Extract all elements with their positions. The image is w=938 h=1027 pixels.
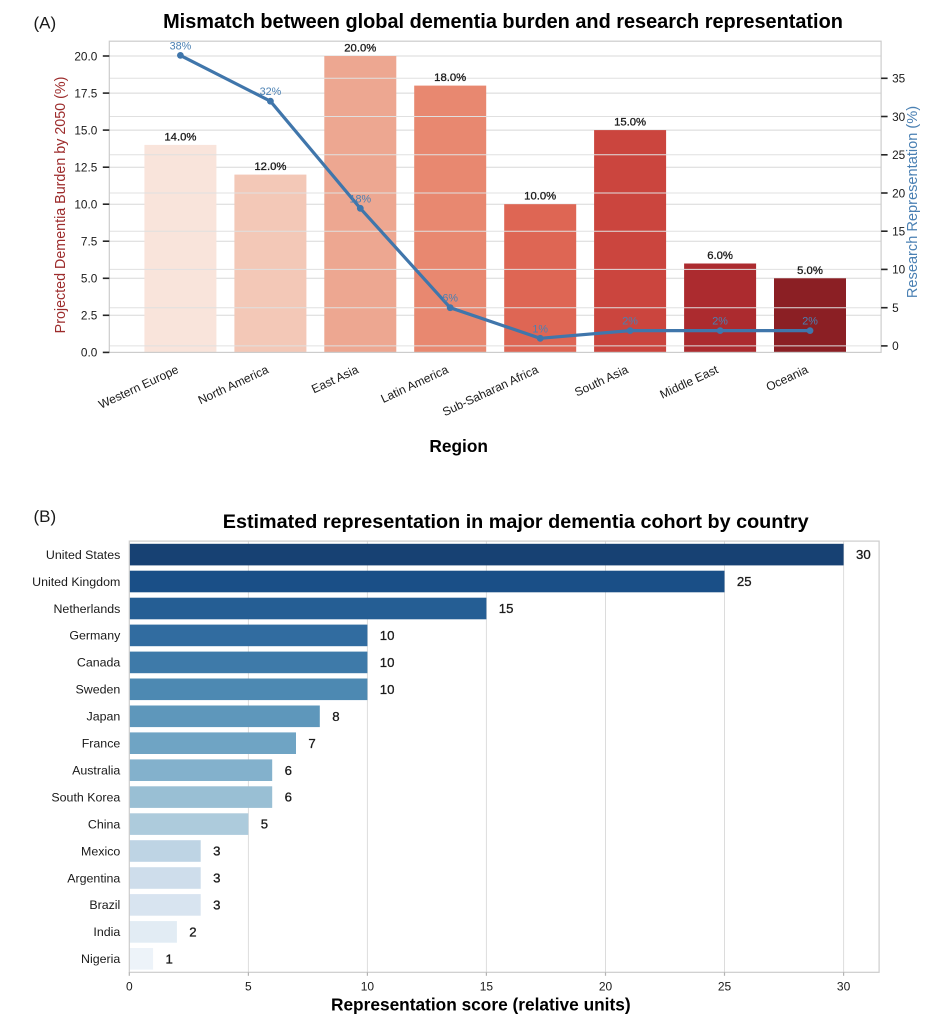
svg-text:25: 25 (718, 980, 732, 994)
svg-text:Argentina: Argentina (67, 871, 120, 885)
svg-text:0.0: 0.0 (81, 346, 98, 360)
svg-text:18%: 18% (349, 193, 371, 205)
svg-text:3: 3 (213, 844, 220, 859)
svg-text:15.0%: 15.0% (614, 117, 646, 129)
svg-text:Mismatch between global dement: Mismatch between global dementia burden … (163, 11, 843, 33)
svg-text:20.0: 20.0 (74, 49, 97, 63)
svg-text:35: 35 (892, 72, 906, 86)
svg-text:2%: 2% (622, 316, 638, 328)
svg-text:5: 5 (245, 980, 252, 994)
svg-text:(B): (B) (34, 507, 57, 526)
svg-text:12.5: 12.5 (74, 161, 97, 175)
svg-text:12.0%: 12.0% (254, 161, 286, 173)
svg-text:10: 10 (361, 980, 375, 994)
svg-text:10: 10 (380, 628, 395, 643)
svg-text:Representation score (relative: Representation score (relative units) (331, 995, 631, 1015)
svg-text:20: 20 (599, 980, 613, 994)
svg-text:Projected Dementia Burden by 2: Projected Dementia Burden by 2050 (%) (53, 77, 69, 334)
svg-text:14.0%: 14.0% (164, 131, 196, 143)
svg-text:30: 30 (892, 110, 906, 124)
svg-text:6: 6 (285, 790, 292, 805)
svg-text:5.0%: 5.0% (797, 265, 823, 277)
svg-text:France: France (82, 737, 121, 751)
svg-text:India: India (93, 925, 120, 939)
svg-text:30: 30 (837, 980, 851, 994)
svg-text:38%: 38% (170, 40, 192, 52)
svg-text:South Korea: South Korea (51, 790, 120, 804)
svg-text:2.5: 2.5 (81, 309, 98, 323)
svg-text:10.0: 10.0 (74, 198, 97, 212)
svg-text:2%: 2% (712, 316, 728, 328)
svg-text:Research Representation (%): Research Representation (%) (905, 106, 921, 298)
svg-text:Region: Region (429, 436, 488, 456)
svg-text:10.0%: 10.0% (524, 191, 556, 203)
svg-text:5.0: 5.0 (81, 272, 98, 286)
svg-text:Sweden: Sweden (76, 683, 121, 697)
svg-text:(A): (A) (34, 14, 57, 33)
svg-text:8: 8 (332, 709, 339, 724)
svg-text:15: 15 (892, 225, 906, 239)
svg-text:5: 5 (892, 301, 899, 315)
svg-text:3: 3 (213, 871, 220, 886)
svg-text:2: 2 (189, 925, 196, 940)
svg-text:6%: 6% (442, 293, 458, 305)
svg-text:32%: 32% (260, 86, 282, 98)
svg-text:25: 25 (737, 574, 752, 589)
svg-text:United States: United States (46, 548, 120, 562)
svg-text:Australia: Australia (72, 764, 120, 778)
svg-text:Netherlands: Netherlands (53, 602, 120, 616)
svg-text:7: 7 (308, 736, 315, 751)
svg-text:Canada: Canada (77, 656, 121, 670)
svg-text:7.5: 7.5 (81, 235, 98, 249)
svg-text:1: 1 (166, 951, 173, 966)
svg-text:20.0%: 20.0% (344, 43, 376, 55)
svg-text:Germany: Germany (69, 629, 121, 643)
svg-text:15.0: 15.0 (74, 123, 97, 137)
svg-text:5: 5 (261, 817, 268, 832)
svg-text:Brazil: Brazil (89, 898, 120, 912)
svg-text:3: 3 (213, 898, 220, 913)
svg-text:Mexico: Mexico (81, 844, 120, 858)
svg-text:25: 25 (892, 148, 906, 162)
svg-text:0: 0 (892, 339, 899, 353)
svg-text:10: 10 (380, 682, 395, 697)
svg-text:China: China (88, 817, 120, 831)
svg-text:6: 6 (285, 763, 292, 778)
svg-text:17.5: 17.5 (74, 86, 97, 100)
svg-text:10: 10 (380, 655, 395, 670)
svg-text:Japan: Japan (87, 710, 121, 724)
svg-text:0: 0 (126, 980, 133, 994)
svg-text:6.0%: 6.0% (707, 250, 733, 262)
svg-text:Estimated representation in ma: Estimated representation in major dement… (223, 511, 809, 533)
svg-text:10: 10 (892, 263, 906, 277)
svg-text:15: 15 (499, 601, 514, 616)
svg-text:15: 15 (480, 980, 494, 994)
svg-text:20: 20 (892, 186, 906, 200)
svg-text:30: 30 (856, 547, 871, 562)
svg-text:1%: 1% (532, 323, 548, 335)
svg-text:18.0%: 18.0% (434, 72, 466, 84)
svg-text:2%: 2% (802, 316, 818, 328)
svg-text:Nigeria: Nigeria (81, 952, 120, 966)
svg-text:United Kingdom: United Kingdom (32, 575, 120, 589)
